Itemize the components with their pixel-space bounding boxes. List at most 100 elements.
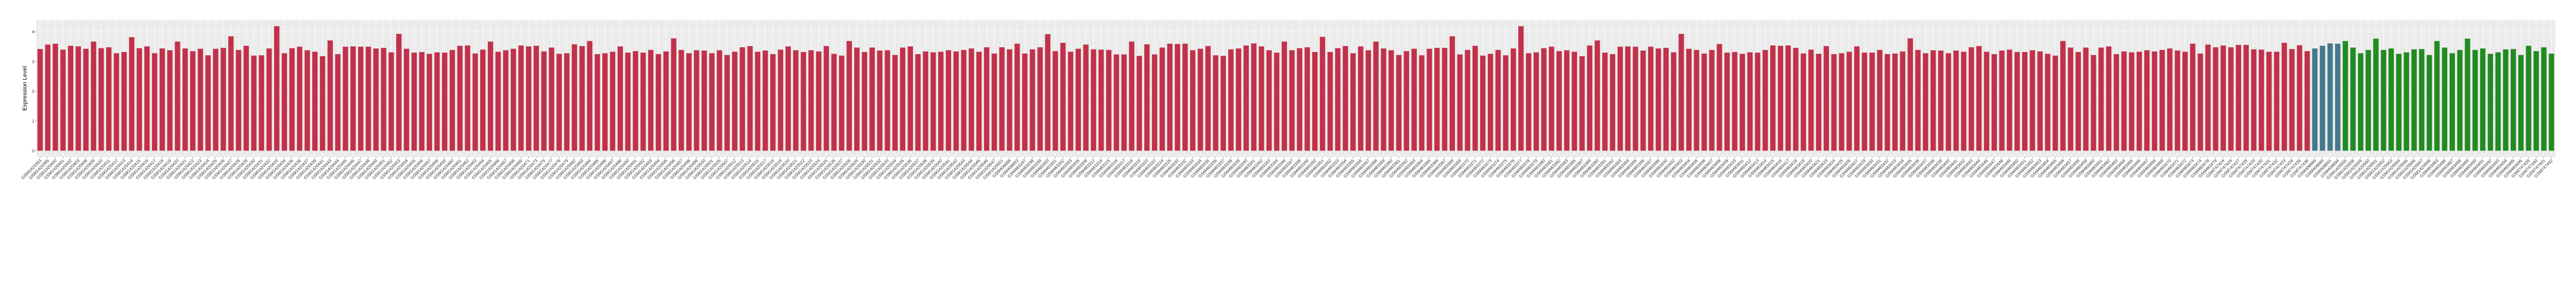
bar-GSM1420535 [900,47,906,151]
bar-GSM483416 [1777,45,1784,151]
bar-GSM1420524 [816,51,822,151]
bar-GSM1420409 [91,41,96,151]
bar-GSM1420493 [648,49,654,151]
bar-GSM483425 [1839,53,1844,151]
bar-GSM483479 [2213,47,2218,151]
bar-GSM483444 [1976,46,1982,151]
bar-GSM1420491 [633,51,638,151]
bar-GSM483360 [1388,50,1394,151]
bar-GSM1420536 [907,46,913,151]
bar-GSM483420 [1808,49,1814,151]
bar-GSM1420457 [427,54,432,151]
bar-GSM483496 [2518,55,2524,151]
bar-GSM483389 [1587,45,1592,151]
y-tick-label: 1 [32,119,35,124]
bar-GSM1420417 [151,53,158,151]
bar-GSM483493 [2495,52,2501,151]
bar-GSM1420467 [503,50,509,151]
bar-GSM483340 [1243,45,1249,151]
bar-GSM483372 [1480,55,1486,151]
bar-GSM483301 [1053,51,1058,151]
bar-GSM483495 [2511,49,2516,151]
bar-GSM483338 [1228,49,1234,151]
bar-GSM483466 [2137,52,2142,151]
bar-GSM483417 [1785,45,1791,151]
bar-GSM1420528 [846,41,852,151]
bar-GSM483467 [2144,50,2150,151]
bar-GSM483312 [1091,49,1096,151]
bar-GSM747431 [2266,52,2272,151]
bar-GSM1420539 [930,52,936,151]
bar-GSM483374 [1495,49,1501,151]
bar-GSM483357 [1365,50,1371,151]
bar-GSM483334 [1197,48,1204,151]
bar-GSM483297 [1022,53,1028,151]
bar-GSM1420416 [144,46,150,151]
bar-GSM483381 [1549,46,1554,151]
y-tick-label: 3 [32,59,35,64]
bar-GSM483317 [1121,54,1127,151]
bar-GSM1420475 [541,51,547,151]
bar-GSM1420419 [167,50,173,151]
bar-GSM483431 [1877,49,1883,151]
bar-GSM483438 [1930,50,1936,151]
bar-GSM1420441 [319,56,326,151]
bar-GSM1420403 [75,46,81,151]
bar-GSM483494 [2503,49,2509,151]
y-axis: 0 1 2 3 4 [32,29,37,153]
bar-GSM483344 [1274,53,1280,151]
bar-GSM483461 [2098,47,2104,151]
bar-GSM483394 [1625,46,1631,151]
bar-GSM483302 [1060,43,1066,151]
bar-GSM483463 [2113,54,2120,151]
bar-GSM1420432 [266,48,272,151]
bar-GSM483324 [1159,47,1165,151]
bar-GSM1420431 [259,55,264,151]
bar-GSM1420505 [717,50,722,151]
bar-GSM483436 [1915,49,1921,151]
bar-GSM1420461 [457,45,463,151]
bar-GSM483440 [1945,53,1952,151]
bar-GSM483473 [2190,43,2196,151]
bar-GSM483456 [2060,41,2066,151]
bar-GSM483427 [1854,46,1860,151]
bar-GSM747432 [2274,52,2280,151]
bar-GSM1420507 [724,55,730,151]
bar-GSM483439 [1938,51,1944,151]
bar-GSM1420482 [571,44,578,151]
bar-GSM1420408 [83,48,89,151]
bar-GSM1420451 [381,47,386,151]
bar-GSM483385 [1571,52,1578,151]
bar-GSM483387 [1579,56,1585,151]
bar-GSM1420498 [686,53,692,151]
bar-GSM483373 [1487,54,1494,151]
bar-GSM1420453 [396,34,402,151]
bar-GSM483432 [1885,54,1890,151]
bar-GSM1420517 [762,51,768,151]
bar-GSM1420434 [281,53,287,151]
bar-GSM483441 [1953,51,1959,151]
bar-GSM1420420 [175,41,180,151]
bar-GSM483478 [2205,44,2211,151]
y-tick-label: 2 [32,89,35,94]
bar-GSM1420395 [45,44,50,151]
bar-GSM408893 [1014,43,1020,151]
bar-GSM483397 [1648,46,1654,151]
bar-GSM408891 [2327,43,2333,151]
bar-GSM1420532 [877,51,883,151]
bar-GSM408886 [2312,48,2318,151]
bar-GSM1420541 [945,50,952,151]
bar-GSM483303 [1067,52,1074,151]
bar-GSM483490 [2472,49,2478,151]
bar-GSM1420422 [190,51,196,151]
bar-GSM483411 [1739,54,1745,151]
bar-GSM483300 [1045,34,1050,151]
bar-GSM483356 [1358,46,1364,151]
bar-GSM483437 [1923,53,1928,151]
bar-GSM1420445 [343,46,348,151]
bar-GSM1420531 [869,47,875,151]
bar-GSM1420454 [403,48,410,151]
bar-GSM1420465 [487,41,494,151]
bar-GSM483469 [2159,49,2165,151]
bar-GSM483474 [2197,53,2204,151]
